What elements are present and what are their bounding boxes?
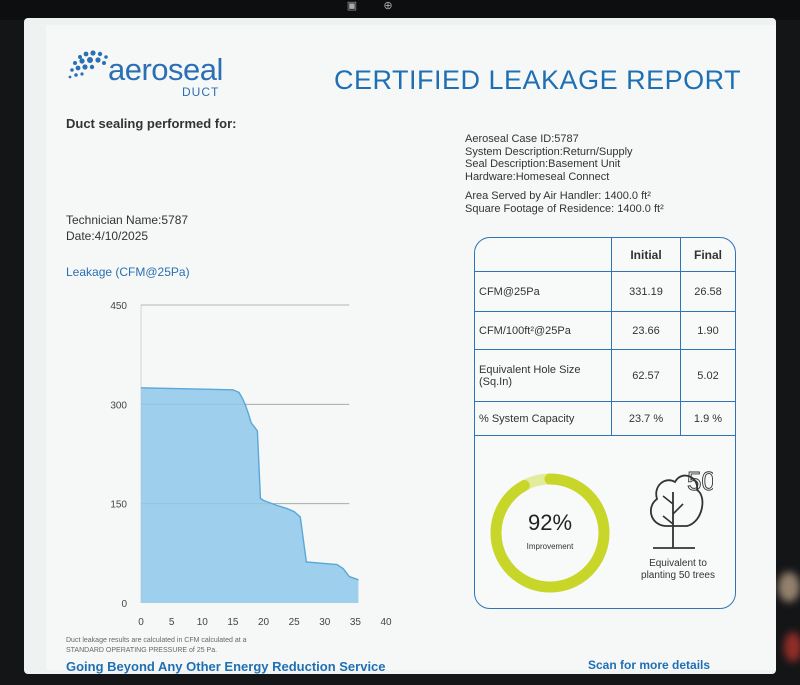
final-value: 26.58	[680, 271, 735, 312]
x-tick-label: 25	[289, 617, 301, 628]
initial-value: 62.57	[611, 349, 681, 402]
link-icon: ⊕	[383, 0, 393, 12]
chart-title: Leakage (CFM@25Pa)	[66, 265, 190, 279]
initial-value: 23.66	[611, 311, 681, 350]
brand-sub: DUCT	[182, 85, 220, 99]
leakage-line	[140, 387, 359, 581]
y-tick-label: 300	[110, 400, 127, 411]
leakage-chart: 0 150 300 450 0 5 10 15 20 25 30 35 40	[110, 301, 392, 628]
folder-icon: ▣	[346, 0, 358, 12]
x-tick-label: 5	[169, 617, 175, 628]
initial-value: 331.19	[611, 271, 681, 312]
trees-caption-line-2: planting 50 trees	[641, 570, 715, 581]
scan-for-details-link[interactable]: Scan for more details	[588, 658, 711, 672]
footnote-line-2: STANDARD OPERATING PRESSURE of 25 Pa.	[66, 647, 218, 654]
footnote-line-1: Duct leakage results are calculated in C…	[66, 637, 247, 644]
header-blank	[475, 238, 612, 272]
x-tick-label: 35	[350, 617, 362, 628]
x-tick-label: 15	[227, 617, 239, 628]
y-tick-label: 450	[110, 301, 127, 312]
results-table: Initial Final CFM@25Pa 331.19 26.58 CFM/…	[475, 238, 735, 436]
initial-value: 23.7 %	[611, 401, 681, 436]
hardware: Hardware:Homeseal Connect	[465, 170, 610, 183]
x-tick-label: 20	[258, 617, 270, 628]
bokeh-light	[784, 632, 800, 662]
row-label: Equivalent Hole Size (Sq.In)	[475, 349, 612, 402]
improvement-label: Improvement	[526, 542, 574, 551]
trees-caption-line-1: Equivalent to	[649, 558, 707, 569]
tree-number: 50	[687, 466, 713, 496]
report-title: CERTIFIED LEAKAGE REPORT	[334, 65, 742, 95]
ring-progress	[490, 473, 610, 593]
bokeh-light	[778, 572, 800, 602]
square-footage: Square Footage of Residence: 1400.0 ft²	[465, 202, 664, 215]
tagline: Going Beyond Any Other Energy Reduction …	[66, 659, 386, 674]
trees-caption: Equivalent to planting 50 trees	[623, 558, 733, 582]
y-tick-label: 0	[121, 599, 127, 610]
final-value: 1.9 %	[680, 401, 735, 436]
x-tick-label: 10	[197, 617, 209, 628]
row-label: CFM@25Pa	[475, 271, 612, 312]
improvement-percent: 92%	[527, 510, 573, 535]
leakage-report: aeroseal DUCT CERTIFIED LEAKAGE REPORT D…	[46, 25, 776, 674]
table-row: % System Capacity 23.7 % 1.9 %	[475, 401, 735, 436]
x-tick-label: 0	[138, 617, 144, 628]
system-description: System Description:Return/Supply	[465, 145, 633, 158]
row-label: CFM/100ft²@25Pa	[475, 311, 612, 350]
case-info: Aeroseal Case ID:5787 System Description…	[465, 133, 664, 215]
row-label: % System Capacity	[475, 401, 612, 436]
brand-logo: aeroseal DUCT	[66, 43, 226, 103]
tree-icon: 50	[650, 466, 713, 549]
table-row: Equivalent Hole Size (Sq.In) 62.57 5.02	[475, 349, 735, 402]
logo-dots-icon	[68, 50, 108, 79]
brand-name: aeroseal	[108, 52, 223, 87]
x-tick-label: 40	[380, 617, 392, 628]
top-bar: ▣ ⊕	[0, 0, 800, 20]
final-value: 5.02	[680, 349, 735, 402]
area-served: Area Served by Air Handler: 1400.0 ft²	[465, 190, 651, 202]
y-tick-label: 150	[110, 500, 127, 511]
footnote: Duct leakage results are calculated in C…	[66, 636, 247, 656]
table-row: CFM@25Pa 331.19 26.58	[475, 271, 735, 312]
header-initial: Initial	[611, 238, 681, 272]
final-value: 1.90	[680, 311, 735, 350]
seal-description: Seal Description:Basement Unit	[465, 158, 621, 170]
case-id: Aeroseal Case ID:5787	[465, 133, 579, 145]
table-row: CFM/100ft²@25Pa 23.66 1.90	[475, 311, 735, 350]
x-tick-label: 30	[319, 617, 331, 628]
results-panel: Initial Final CFM@25Pa 331.19 26.58 CFM/…	[474, 237, 736, 609]
table-header-row: Initial Final	[475, 238, 735, 272]
report-date: Date:4/10/2025	[66, 229, 149, 243]
technician-name: Technician Name:5787	[66, 213, 189, 227]
performed-for-label: Duct sealing performed for:	[66, 116, 237, 131]
monitor-screen: aeroseal DUCT CERTIFIED LEAKAGE REPORT D…	[24, 18, 776, 674]
header-final: Final	[680, 238, 735, 272]
improvement-ring	[490, 473, 610, 593]
